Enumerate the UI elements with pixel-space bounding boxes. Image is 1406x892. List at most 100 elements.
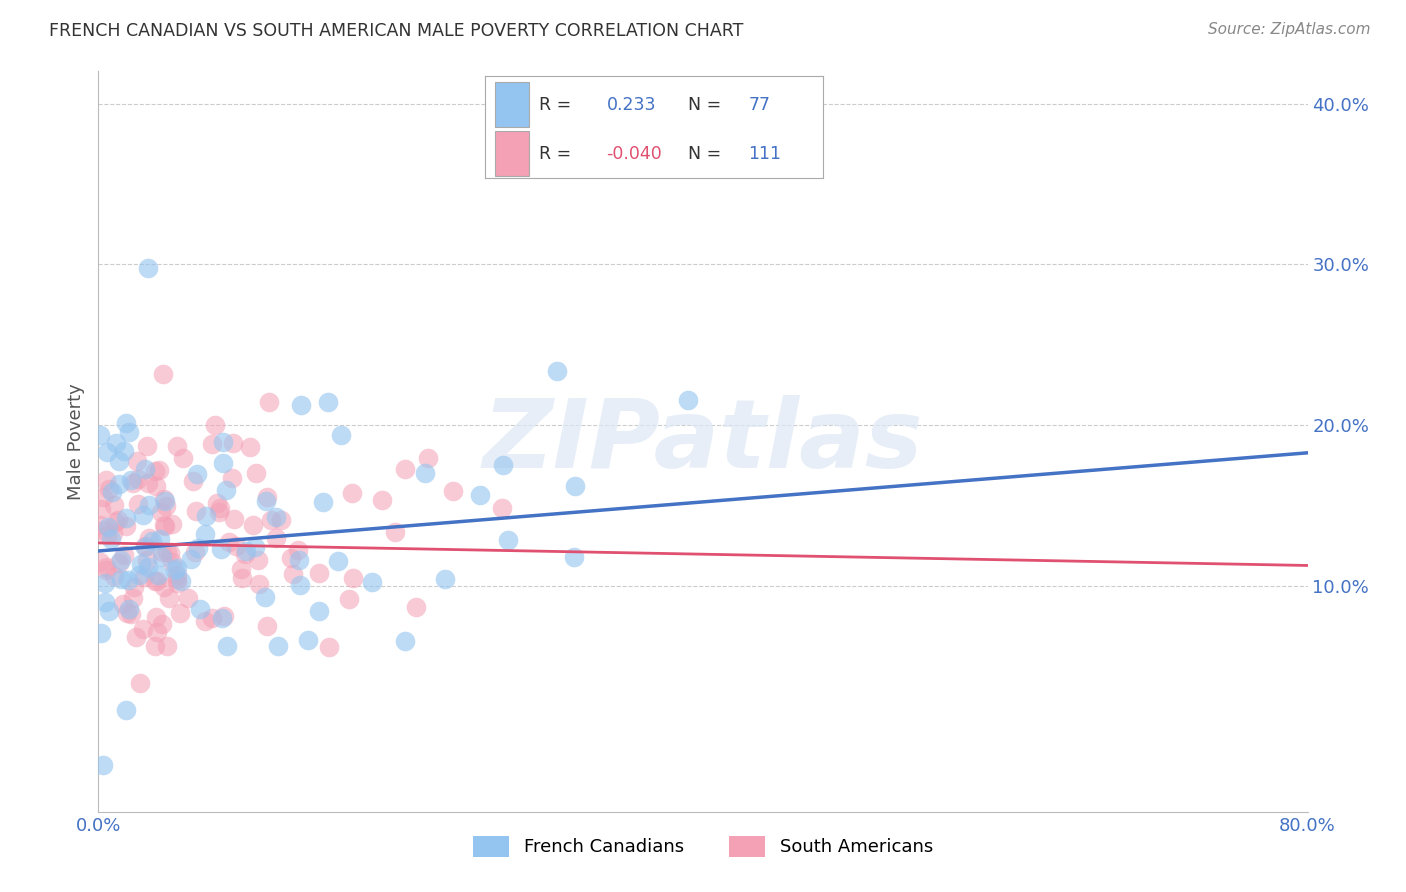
Point (208, 500, 231, 515)
Point (97, 604, 120, 618)
Point (131, 557, 153, 571)
Legend: French Canadians, South Americans: French Canadians, South Americans (464, 827, 942, 865)
Point (546, 364, 568, 378)
Point (370, 493, 392, 508)
Point (114, 417, 136, 431)
Point (148, 462, 170, 476)
Point (156, 545, 179, 559)
Text: R =: R = (538, 145, 571, 162)
Point (218, 535, 240, 549)
Point (96, 528, 118, 542)
Point (160, 555, 183, 569)
Point (468, 488, 491, 502)
Point (132, 622, 155, 636)
Point (103, 498, 125, 512)
Point (207, 496, 229, 510)
Point (152, 368, 174, 382)
Point (143, 574, 166, 588)
Point (143, 464, 166, 478)
Point (105, 436, 128, 450)
Point (148, 567, 170, 582)
Point (112, 444, 135, 458)
Point (121, 607, 143, 621)
Point (231, 562, 253, 576)
Point (141, 534, 163, 549)
Point (330, 427, 353, 442)
Point (117, 573, 139, 587)
Point (254, 590, 277, 604)
Point (146, 574, 169, 588)
Point (93, 524, 115, 538)
Point (177, 591, 200, 606)
Point (257, 395, 280, 409)
Point (170, 574, 193, 588)
Point (361, 575, 384, 590)
Point (136, 552, 159, 566)
Point (150, 545, 173, 559)
Point (337, 592, 360, 607)
Point (342, 571, 364, 585)
Point (121, 475, 143, 490)
Point (93, 595, 115, 609)
Point (127, 454, 149, 468)
Point (104, 516, 127, 530)
Point (166, 439, 188, 453)
Point (127, 472, 149, 486)
Text: R =: R = (538, 95, 571, 113)
Point (217, 639, 239, 653)
Point (89, 427, 111, 442)
Point (91, 491, 114, 505)
Point (150, 549, 173, 564)
Point (564, 479, 586, 493)
Point (214, 483, 236, 497)
Point (145, 610, 167, 624)
Point (153, 492, 176, 507)
Point (394, 461, 416, 475)
Point (247, 577, 270, 591)
Point (153, 518, 176, 533)
Point (246, 553, 269, 567)
Point (441, 483, 464, 498)
Point (111, 597, 134, 611)
Point (103, 525, 125, 540)
Point (316, 395, 339, 409)
Point (260, 513, 283, 527)
Point (201, 436, 224, 450)
Point (89, 555, 111, 569)
Point (209, 541, 232, 556)
Point (110, 553, 132, 567)
Y-axis label: Male Poverty: Male Poverty (66, 384, 84, 500)
Point (155, 493, 177, 508)
Point (287, 542, 309, 557)
Point (340, 486, 363, 500)
Point (128, 568, 150, 582)
Point (166, 560, 188, 574)
Point (134, 539, 156, 553)
Point (308, 604, 330, 618)
Text: N =: N = (688, 95, 721, 113)
Point (135, 439, 157, 453)
Point (117, 425, 139, 439)
Point (256, 619, 278, 633)
Point (134, 570, 156, 584)
Point (195, 508, 218, 523)
Point (222, 435, 245, 450)
Point (231, 571, 253, 585)
Point (242, 517, 264, 532)
Point (94, 576, 117, 591)
Point (138, 498, 160, 512)
Point (91, 757, 114, 772)
Point (89, 518, 111, 533)
Text: ZIPatlas: ZIPatlas (482, 395, 924, 488)
Point (129, 675, 152, 690)
Point (97, 482, 120, 496)
Point (186, 467, 208, 482)
Point (221, 471, 243, 485)
Point (328, 554, 350, 568)
Point (165, 563, 187, 577)
Point (107, 513, 129, 527)
Point (297, 633, 319, 648)
Point (413, 467, 436, 481)
Point (94, 474, 117, 488)
Point (188, 602, 211, 616)
